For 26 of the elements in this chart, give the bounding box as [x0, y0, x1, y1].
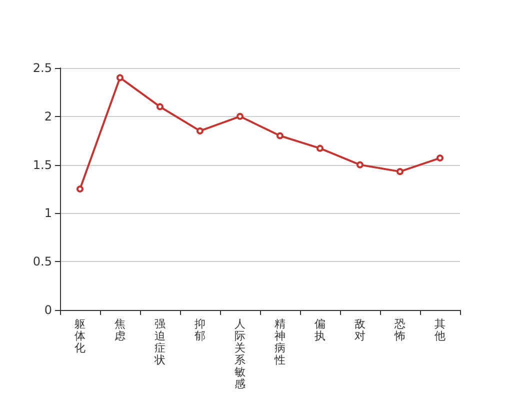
x-tick-label: 恐怖	[394, 318, 406, 342]
point	[356, 161, 364, 168]
x-tick-label: 抑郁	[194, 318, 206, 342]
point	[276, 132, 284, 140]
y-tick-label: 1	[44, 206, 52, 220]
x-tick-label: 精神病性	[274, 318, 286, 366]
point	[156, 103, 164, 110]
point	[196, 127, 204, 134]
x-tick-label: 人际关系敏感	[234, 318, 246, 390]
point	[116, 74, 124, 82]
y-tick-label: 2.5	[32, 61, 52, 75]
x-tick-label: 躯体化	[74, 318, 86, 354]
x-tick-label: 敌对	[354, 318, 366, 342]
x-tick-label: 强迫症状	[154, 318, 166, 366]
y-tick-label: 0	[44, 303, 52, 317]
point	[396, 168, 404, 176]
x-tick-label: 焦虑	[114, 318, 126, 342]
point	[76, 186, 84, 192]
point	[316, 144, 324, 152]
y-tick-label: 1.5	[32, 158, 52, 172]
point	[236, 112, 244, 120]
point	[436, 154, 444, 162]
x-tick-label: 其他	[434, 318, 446, 342]
y-tick-label: 2	[44, 109, 52, 124]
x-tick-label: 偏执	[314, 318, 326, 342]
y-tick-label: 0.5	[32, 254, 52, 269]
